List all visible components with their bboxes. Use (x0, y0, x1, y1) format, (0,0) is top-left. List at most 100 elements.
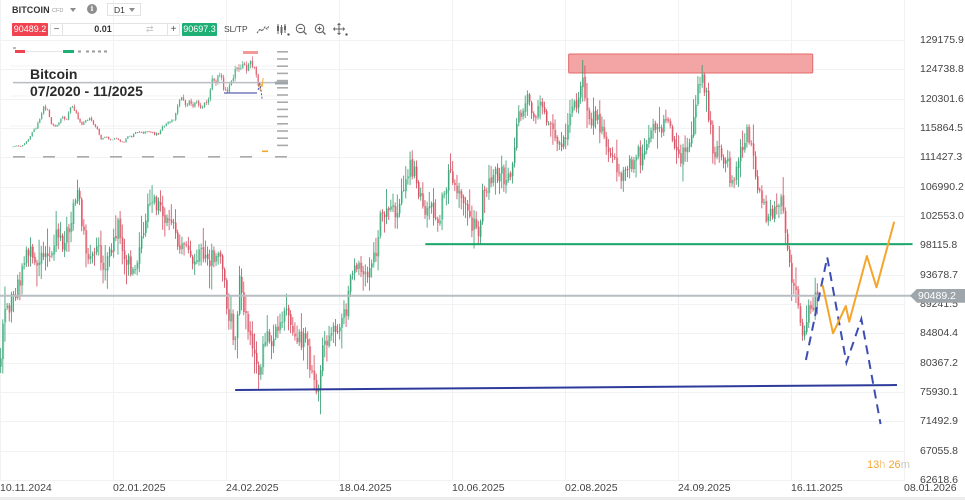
candle-up (379, 210, 382, 239)
candle-down (742, 130, 744, 158)
crosshair-icon[interactable] (333, 23, 348, 36)
candle-down (761, 185, 764, 209)
candle-down (8, 302, 11, 322)
candle-down (219, 250, 222, 264)
candle-down (356, 262, 359, 273)
projection-path-blue-dashed[interactable] (804, 257, 882, 425)
candle-down (47, 228, 49, 267)
mini-price-tag (275, 81, 288, 85)
candle-down (484, 185, 486, 213)
mini-axis-label (277, 101, 288, 103)
candle-up (808, 299, 811, 328)
buy-button[interactable]: 90697.3 (182, 23, 217, 36)
candle-up (72, 199, 75, 231)
candle-down (223, 267, 226, 288)
candle-down (469, 189, 472, 219)
candle-up (40, 245, 43, 280)
candle-up (774, 201, 776, 223)
support-line-blue[interactable] (235, 384, 897, 392)
candle-down (296, 325, 299, 345)
candle-down (454, 179, 457, 192)
candle-up (663, 114, 666, 136)
candlestick-icon[interactable] (276, 23, 290, 36)
zoom-out-icon[interactable] (295, 23, 309, 36)
candle-down (710, 111, 712, 135)
candle-up (688, 138, 691, 153)
candle-up (29, 237, 32, 267)
candle-down (612, 147, 614, 163)
candle-down (594, 106, 597, 129)
candle-up (744, 133, 747, 153)
candle-down (654, 120, 657, 134)
candle-up (351, 270, 354, 280)
candle-down (471, 205, 474, 238)
mini-time-label (110, 156, 122, 158)
symbol-dropdown-caret-icon[interactable] (70, 8, 76, 12)
candle-down (464, 196, 467, 218)
symbol-name[interactable]: BITCOIN (12, 5, 50, 15)
candle-down (251, 321, 254, 357)
info-icon[interactable]: i (87, 4, 97, 14)
candle-up (430, 201, 433, 214)
candle-down (164, 207, 167, 237)
candle-down (605, 131, 608, 155)
candle-up (518, 105, 521, 127)
candle-up (364, 264, 367, 287)
candle-down (810, 300, 813, 314)
candle-up (633, 156, 636, 174)
candle-down (304, 327, 307, 343)
candle-down (345, 303, 348, 328)
candle-up (358, 260, 361, 276)
candle-up (571, 98, 574, 117)
candle-down (533, 111, 536, 122)
candle-down (179, 234, 182, 254)
candle-down (168, 209, 171, 231)
volume-increase-button[interactable]: + (167, 23, 180, 36)
annotations-under (568, 53, 814, 74)
candle-down (258, 361, 260, 389)
candle-down (620, 171, 623, 190)
timeframe-select[interactable]: D1 (107, 3, 141, 16)
candle-down (750, 140, 753, 147)
candle-up (298, 329, 301, 346)
mini-axis-label (277, 79, 288, 82)
candle-up (716, 140, 719, 160)
mini-axis-label (277, 137, 288, 139)
candle-down (720, 144, 723, 161)
mini-axis-label (277, 123, 288, 125)
candle-down (174, 209, 177, 239)
volume-decrease-button[interactable]: − (50, 23, 63, 36)
candle-down (81, 197, 84, 232)
projection-path-orange[interactable] (821, 221, 896, 335)
candle-down (626, 165, 629, 178)
candle-up (494, 166, 497, 195)
line-chart-icon[interactable] (256, 23, 270, 36)
candle-down (32, 243, 34, 264)
candle-up (343, 300, 346, 325)
candle-down (277, 316, 280, 339)
candle-up (473, 210, 476, 249)
candle-up (409, 151, 412, 186)
time-axis-label: 02.08.2025 (565, 482, 618, 494)
candle-up (803, 325, 806, 341)
horizontal-scrollbar[interactable] (0, 497, 965, 500)
resistance-zone[interactable] (568, 53, 814, 74)
sl-tp-button[interactable]: SL/TP (224, 24, 248, 34)
swap-icon[interactable]: ⇄ (146, 24, 154, 34)
candle-down (336, 324, 339, 335)
candle-down (394, 202, 397, 229)
zoom-in-icon[interactable] (314, 23, 328, 36)
candle-up (420, 187, 423, 201)
candle-down (292, 317, 295, 336)
candle-down (191, 254, 194, 270)
candle-down (541, 98, 544, 115)
candle-down (115, 215, 118, 242)
candle-up (371, 259, 373, 278)
volume-input[interactable]: 0.01 (63, 23, 167, 36)
candle-down (160, 190, 162, 212)
sell-button[interactable]: 90489.2 (12, 23, 48, 36)
candle-up (637, 144, 640, 160)
candle-down (411, 150, 414, 180)
mini-time-label (13, 156, 25, 158)
